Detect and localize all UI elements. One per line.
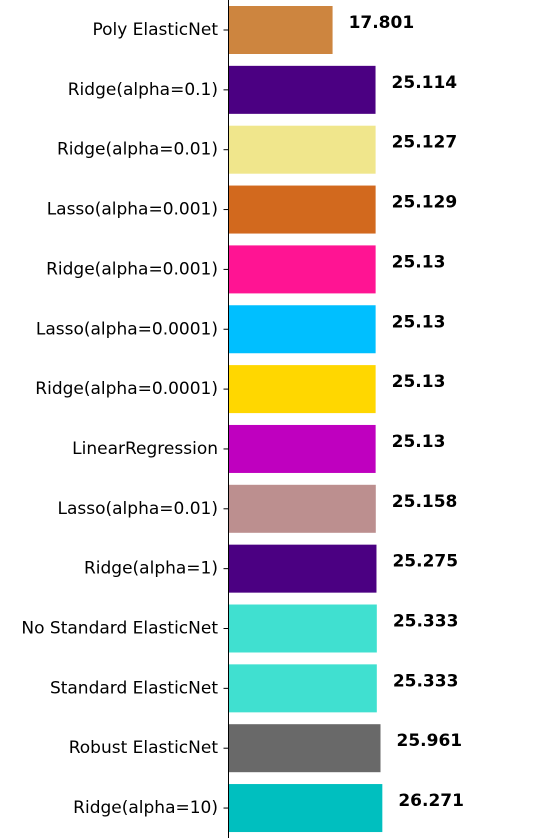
- category-label: Lasso(alpha=0.0001): [36, 319, 218, 339]
- value-label: 17.801: [349, 13, 415, 33]
- value-label: 25.333: [393, 612, 459, 632]
- bar: [228, 724, 381, 773]
- value-label: 25.13: [392, 252, 446, 272]
- category-label: Standard ElasticNet: [50, 678, 218, 698]
- category-label: Robust ElasticNet: [69, 738, 219, 758]
- bar: [228, 65, 376, 114]
- value-label: 25.114: [392, 73, 458, 93]
- value-label: 25.13: [392, 312, 446, 332]
- bar: [228, 245, 376, 294]
- value-label: 25.333: [393, 671, 459, 691]
- category-label: LinearRegression: [72, 439, 218, 459]
- category-label: Ridge(alpha=0.1): [68, 80, 218, 100]
- bars-group: [228, 6, 383, 833]
- value-label: 25.275: [392, 552, 458, 572]
- value-label: 25.13: [392, 432, 446, 452]
- bar: [228, 544, 377, 593]
- bar: [228, 424, 376, 473]
- value-label: 25.158: [392, 492, 458, 512]
- value-label: 25.13: [392, 372, 446, 392]
- bar: [228, 784, 383, 833]
- bar: [228, 484, 376, 533]
- bar: [228, 125, 376, 174]
- value-labels-group: 17.801 25.114 25.127 25.129 25.13 25.13 25.13 2…: [349, 13, 464, 811]
- bar: [228, 305, 376, 354]
- category-label: Ridge(alpha=0.001): [46, 259, 218, 279]
- category-label: Ridge(alpha=0.01): [57, 140, 218, 160]
- value-label: 25.961: [397, 731, 463, 751]
- category-label: Ridge(alpha=0.0001): [35, 379, 218, 399]
- value-label: 26.271: [398, 791, 464, 811]
- category-label: Ridge(alpha=10): [73, 798, 218, 818]
- bar: [228, 604, 377, 653]
- bar: [228, 664, 377, 713]
- value-label: 25.127: [392, 133, 458, 153]
- category-labels-group: Poly ElasticNet Ridge(alpha=0.1) Ridge(alp…: [21, 20, 218, 818]
- category-label: No Standard ElasticNet: [21, 619, 218, 639]
- bar: [228, 6, 333, 54]
- category-label: Lasso(alpha=0.01): [58, 499, 219, 519]
- category-label: Ridge(alpha=1): [84, 559, 218, 579]
- bar: [228, 365, 376, 414]
- y-ticks-group: [223, 29, 229, 809]
- value-label: 25.129: [392, 193, 458, 213]
- category-label: Poly ElasticNet: [92, 20, 218, 40]
- bar: [228, 185, 376, 234]
- category-label: Lasso(alpha=0.001): [47, 200, 218, 220]
